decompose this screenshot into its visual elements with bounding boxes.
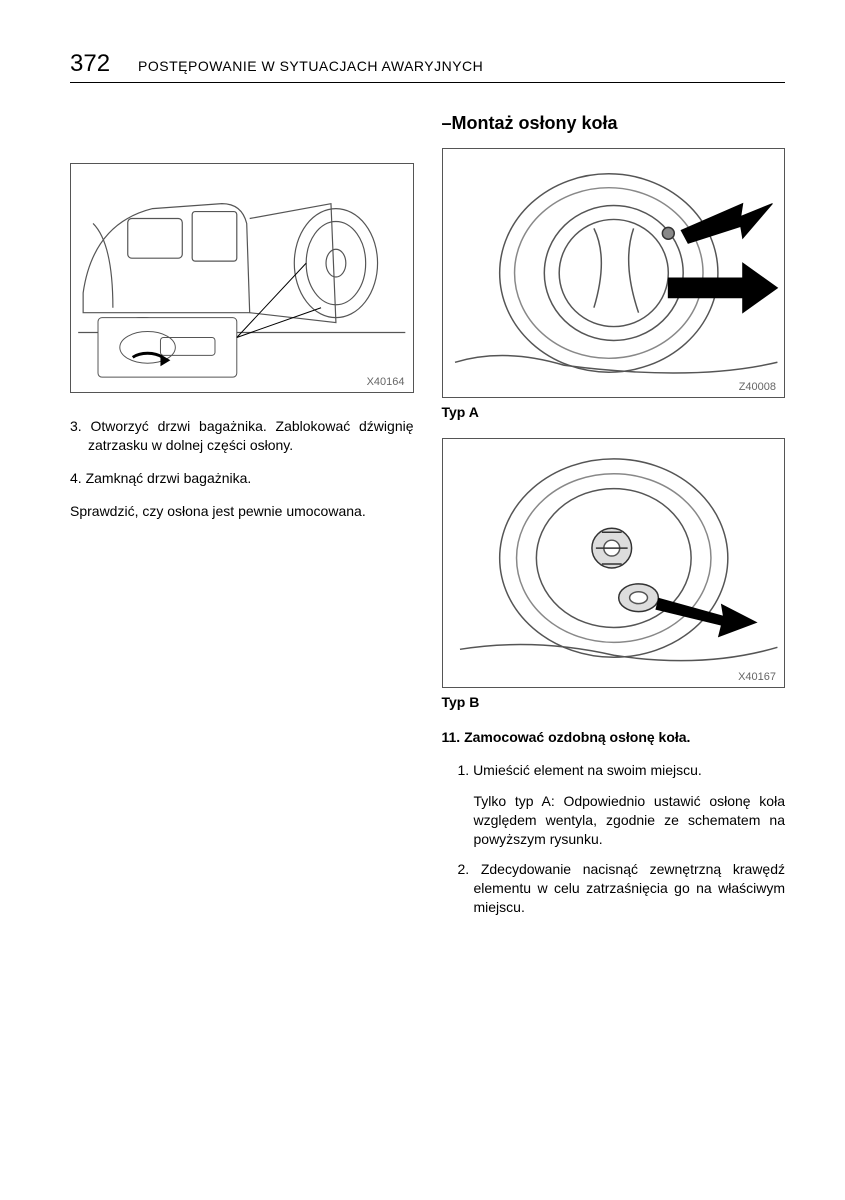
section-title: –Montaż osłony koła — [442, 113, 786, 134]
figure-type-b: X40167 — [442, 438, 786, 688]
label-type-a: Typ A — [442, 404, 786, 420]
right-column: –Montaż osłony koła — [442, 113, 786, 929]
figure-code: X40167 — [738, 671, 776, 683]
figure-trunk: X40164 — [70, 163, 414, 393]
figure-code: X40164 — [367, 376, 405, 388]
left-column: X40164 3. Otworzyć drzwi bagażnika. Zabl… — [70, 113, 414, 929]
substep-1-note: Tylko typ A: Odpowiednio ustawić osłonę … — [442, 792, 786, 849]
substep-2: 2. Zdecydowanie nacisnąć zewnętrzną kraw… — [442, 860, 786, 917]
page-header: 372 POSTĘPOWANIE W SYTUACJACH AWARYJNYCH — [70, 50, 785, 83]
content-columns: X40164 3. Otworzyć drzwi bagażnika. Zabl… — [70, 113, 785, 929]
check-text: Sprawdzić, czy osłona jest pewnie umocow… — [70, 502, 414, 521]
figure-code: Z40008 — [739, 381, 776, 393]
step-3: 3. Otworzyć drzwi bagażnika. Zablokować … — [70, 417, 414, 455]
header-title: POSTĘPOWANIE W SYTUACJACH AWARYJNYCH — [138, 58, 483, 74]
label-type-b: Typ B — [442, 694, 786, 710]
figure-type-a: Z40008 — [442, 148, 786, 398]
substep-1: 1. Umieścić element na swoim miejscu. — [442, 761, 786, 780]
step-11-title: 11. Zamocować ozdobną osłonę koła. — [442, 728, 786, 747]
page-number: 372 — [70, 50, 110, 78]
step-4: 4. Zamknąć drzwi bagażnika. — [70, 469, 414, 488]
